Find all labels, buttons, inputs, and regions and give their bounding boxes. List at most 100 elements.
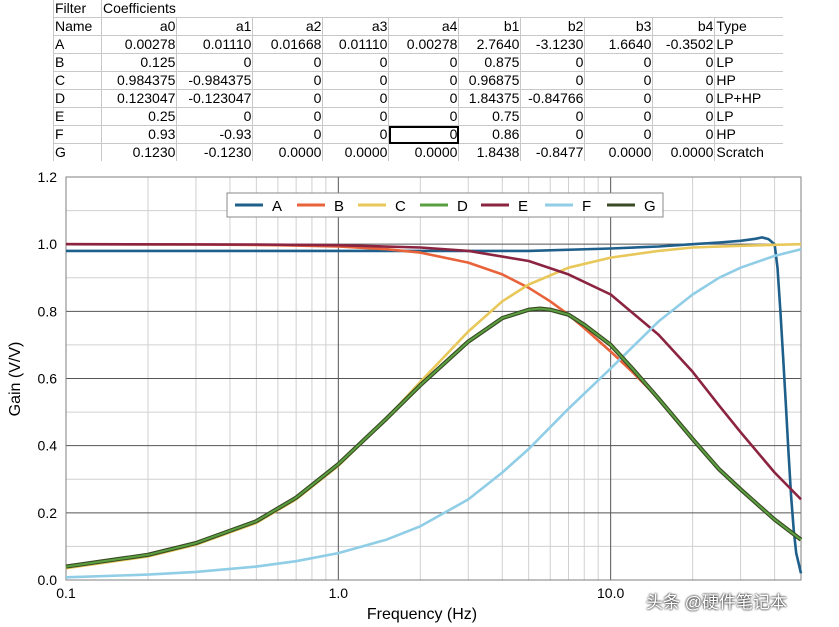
table-cell[interactable] bbox=[459, 0, 521, 18]
table-cell[interactable]: 0 bbox=[652, 53, 715, 72]
table-cell[interactable] bbox=[389, 0, 459, 18]
table-cell[interactable]: 0 bbox=[520, 125, 585, 144]
table-cell[interactable]: -0.8477 bbox=[520, 143, 585, 161]
table-cell[interactable]: 0 bbox=[388, 107, 459, 126]
table-cell[interactable]: 0.00278 bbox=[100, 35, 177, 54]
table-cell[interactable]: 1.84375 bbox=[458, 89, 521, 108]
table-cell[interactable]: A bbox=[53, 35, 102, 54]
table-cell[interactable]: 1.6640 bbox=[584, 35, 653, 54]
table-cell[interactable]: 0 bbox=[520, 71, 585, 90]
table-cell[interactable]: 0 bbox=[388, 125, 459, 144]
table-cell[interactable]: 0 bbox=[388, 53, 459, 72]
table-cell[interactable]: -0.1230 bbox=[176, 143, 253, 161]
table-cell[interactable]: 0.01110 bbox=[322, 35, 389, 54]
table-cell[interactable]: -0.84766 bbox=[520, 89, 585, 108]
table-cell[interactable] bbox=[323, 0, 389, 18]
table-cell[interactable]: 0.93 bbox=[100, 125, 177, 144]
table-cell[interactable]: -3.1230 bbox=[520, 35, 585, 54]
table-cell[interactable]: 0.125 bbox=[100, 53, 177, 72]
table-cell[interactable]: Name bbox=[53, 17, 102, 36]
table-cell[interactable]: HP bbox=[714, 125, 783, 144]
table-cell[interactable]: Coefficients bbox=[100, 0, 177, 18]
table-cell[interactable]: LP bbox=[714, 35, 783, 54]
table-cell[interactable]: Type bbox=[714, 17, 783, 36]
table-cell[interactable]: 0 bbox=[520, 53, 585, 72]
table-cell[interactable]: 0 bbox=[176, 107, 253, 126]
table-cell[interactable]: LP+HP bbox=[714, 89, 783, 108]
table-cell[interactable]: 0 bbox=[584, 89, 653, 108]
table-cell[interactable]: 0.75 bbox=[458, 107, 521, 126]
table-cell[interactable]: a2 bbox=[252, 17, 323, 36]
table-cell[interactable]: 0.875 bbox=[458, 53, 521, 72]
table-cell[interactable]: 0 bbox=[652, 89, 715, 108]
table-cell[interactable]: b2 bbox=[520, 17, 585, 36]
table-cell[interactable]: -0.123047 bbox=[176, 89, 253, 108]
table-cell[interactable]: 0 bbox=[584, 125, 653, 144]
table-cell[interactable] bbox=[585, 0, 653, 18]
table-cell[interactable]: a4 bbox=[388, 17, 459, 36]
table-cell[interactable]: C bbox=[53, 71, 102, 90]
table-row: D 0.123047 -0.123047 0 0 0 1.84375 -0.84766 0 0 LP… bbox=[53, 89, 783, 108]
table-cell[interactable]: 0 bbox=[252, 53, 323, 72]
table-cell[interactable]: 0.0000 bbox=[584, 143, 653, 161]
table-cell[interactable]: B bbox=[53, 53, 102, 72]
table-cell[interactable]: 0 bbox=[322, 107, 389, 126]
table-cell[interactable]: 0.00278 bbox=[388, 35, 459, 54]
table-cell[interactable]: 0.86 bbox=[458, 125, 521, 144]
table-cell[interactable]: 0.25 bbox=[100, 107, 177, 126]
table-cell[interactable]: HP bbox=[714, 71, 783, 90]
table-cell[interactable]: -0.3502 bbox=[652, 35, 715, 54]
table-cell[interactable]: LP bbox=[714, 53, 783, 72]
table-cell[interactable]: G bbox=[53, 143, 102, 161]
table-cell[interactable]: 0 bbox=[584, 53, 653, 72]
table-cell[interactable]: 0 bbox=[322, 71, 389, 90]
table-cell[interactable]: 0 bbox=[652, 107, 715, 126]
table-cell[interactable]: 0 bbox=[520, 107, 585, 126]
table-cell[interactable]: Filter bbox=[53, 0, 102, 18]
table-cell[interactable]: 0 bbox=[388, 89, 459, 108]
table-cell[interactable]: 0 bbox=[652, 125, 715, 144]
table-cell[interactable]: Scratch bbox=[714, 143, 783, 161]
table-cell[interactable] bbox=[715, 0, 783, 18]
table-cell[interactable]: b1 bbox=[458, 17, 521, 36]
table-cell[interactable]: D bbox=[53, 89, 102, 108]
table-cell[interactable] bbox=[253, 0, 323, 18]
table-cell[interactable]: 0 bbox=[252, 125, 323, 144]
table-cell[interactable]: 0 bbox=[584, 107, 653, 126]
table-cell[interactable]: -0.93 bbox=[176, 125, 253, 144]
table-cell[interactable] bbox=[653, 0, 715, 18]
table-cell[interactable]: 0 bbox=[322, 125, 389, 144]
table-cell[interactable]: 0 bbox=[652, 71, 715, 90]
table-cell[interactable]: 0.123047 bbox=[100, 89, 177, 108]
table-cell[interactable]: 2.7640 bbox=[458, 35, 521, 54]
table-cell[interactable]: 0.01668 bbox=[252, 35, 323, 54]
table-cell[interactable]: 0.984375 bbox=[100, 71, 177, 90]
table-cell[interactable]: E bbox=[53, 107, 102, 126]
table-cell[interactable]: b4 bbox=[652, 17, 715, 36]
table-cell[interactable]: 0 bbox=[388, 71, 459, 90]
table-cell[interactable]: 0.1230 bbox=[100, 143, 177, 161]
table-cell[interactable]: 1.8438 bbox=[458, 143, 521, 161]
table-cell[interactable]: b3 bbox=[584, 17, 653, 36]
table-cell[interactable]: a0 bbox=[100, 17, 177, 36]
table-cell[interactable]: -0.984375 bbox=[176, 71, 253, 90]
table-cell[interactable]: F bbox=[53, 125, 102, 144]
table-cell[interactable]: 0.0000 bbox=[322, 143, 389, 161]
table-cell[interactable]: 0 bbox=[322, 53, 389, 72]
table-cell[interactable] bbox=[521, 0, 585, 18]
table-cell[interactable]: 0 bbox=[252, 107, 323, 126]
table-cell[interactable]: 0 bbox=[252, 71, 323, 90]
table-cell[interactable]: 0.96875 bbox=[458, 71, 521, 90]
table-cell[interactable]: 0.0000 bbox=[388, 143, 459, 161]
table-cell[interactable]: 0 bbox=[176, 53, 253, 72]
table-cell[interactable] bbox=[177, 0, 253, 18]
table-cell[interactable]: 0.0000 bbox=[252, 143, 323, 161]
table-cell[interactable]: 0.0000 bbox=[652, 143, 715, 161]
table-cell[interactable]: 0.01110 bbox=[176, 35, 253, 54]
table-cell[interactable]: 0 bbox=[584, 71, 653, 90]
table-cell[interactable]: 0 bbox=[322, 89, 389, 108]
table-cell[interactable]: a3 bbox=[322, 17, 389, 36]
table-cell[interactable]: LP bbox=[714, 107, 783, 126]
table-cell[interactable]: 0 bbox=[252, 89, 323, 108]
table-cell[interactable]: a1 bbox=[176, 17, 253, 36]
